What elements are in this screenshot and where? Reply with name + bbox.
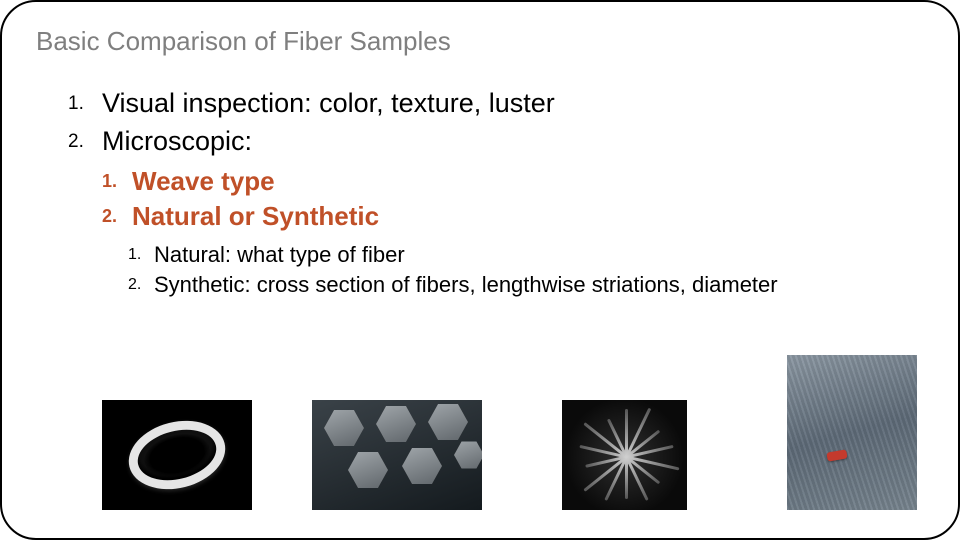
hex-hole-icon — [348, 450, 388, 490]
hex-hole-icon — [324, 408, 364, 448]
hex-hole-icon — [428, 402, 468, 442]
slide-title: Basic Comparison of Fiber Samples — [36, 26, 928, 57]
list-item: Visual inspection: color, texture, luste… — [68, 85, 928, 121]
outline-level-1: Visual inspection: color, texture, luste… — [68, 85, 928, 160]
list-item: Microscopic: — [68, 123, 928, 159]
list-item: Weave type — [102, 164, 928, 199]
red-fiber-icon — [826, 449, 847, 461]
fiber-star-image — [562, 400, 687, 510]
slide-frame: Basic Comparison of Fiber Samples Visual… — [0, 0, 960, 540]
image-row — [102, 355, 928, 510]
fiber-ring-image — [102, 400, 252, 510]
fiber-hex-image — [312, 400, 482, 510]
hex-hole-icon — [376, 404, 416, 444]
list-item: Synthetic: cross section of fibers, leng… — [128, 270, 928, 300]
fiber-surface-image — [787, 355, 917, 510]
ring-icon — [121, 411, 232, 499]
list-item: Natural: what type of fiber — [128, 240, 928, 270]
hex-hole-icon — [402, 446, 442, 486]
outline-level-2: Weave type Natural or Synthetic — [102, 164, 928, 234]
list-item: Natural or Synthetic — [102, 199, 928, 234]
outline-level-3: Natural: what type of fiber Synthetic: c… — [128, 240, 928, 299]
hex-hole-icon — [454, 440, 482, 470]
